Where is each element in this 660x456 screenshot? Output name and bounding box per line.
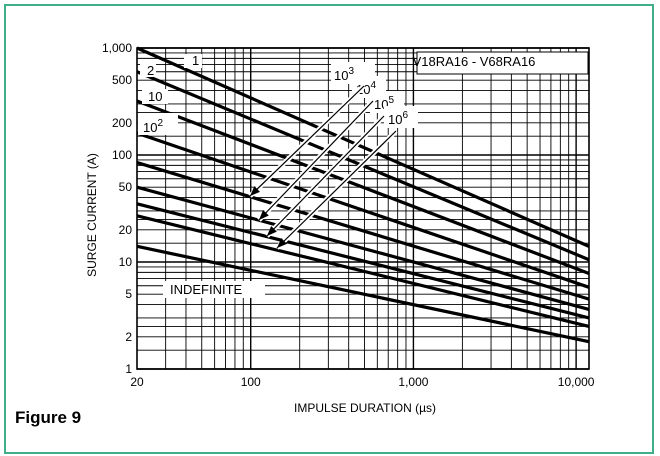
y-tick-label: 10: [119, 255, 133, 269]
curve-INDEFINITE: [136, 244, 590, 344]
curve-label: INDEFINITE: [170, 282, 243, 297]
y-tick-label: 1,000: [102, 41, 132, 55]
y-tick-label: 100: [112, 148, 132, 162]
y-tick-label: 50: [119, 180, 133, 194]
arrow-head: [267, 226, 277, 236]
x-tick-label: 10,000: [558, 375, 595, 389]
curve-10²: [136, 131, 590, 289]
arrow-head: [250, 186, 260, 196]
curve-label: 10: [148, 89, 162, 104]
y-axis-label: SURGE CURRENT (A): [85, 153, 99, 277]
plot-frame: [136, 47, 590, 370]
curve-label-bg: [140, 63, 156, 77]
x-tick-label: 20: [130, 375, 144, 389]
x-tick-label: 100: [241, 375, 261, 389]
curve-10: [136, 99, 590, 276]
curve-label-bg: [384, 106, 418, 128]
curve-label-bg: [138, 113, 178, 135]
curve-label-bg: [142, 89, 168, 104]
arrow-head: [259, 210, 269, 220]
arrow-line: [276, 130, 397, 249]
x-axis-label: IMPULSE DURATION (µs): [294, 401, 436, 415]
curves: [136, 46, 590, 344]
y-tick-label: 5: [125, 287, 132, 301]
curve-10⁶: [136, 214, 590, 328]
y-tick-label: 500: [112, 73, 132, 87]
arrow-line: [258, 100, 374, 221]
curve-label: 1: [192, 53, 199, 68]
y-tick-label: 2: [125, 330, 132, 344]
curve-1: [136, 46, 590, 248]
plot-border: [136, 47, 590, 370]
arrow-line: [249, 85, 365, 197]
x-tick-label: 1,000: [398, 375, 428, 389]
arrow-head: [277, 238, 287, 248]
y-tick-label: 20: [119, 223, 133, 237]
curve-label-bg: [184, 54, 202, 68]
curve-label: 2: [147, 63, 154, 78]
curve-10³: [136, 161, 590, 301]
curve-10⁴: [136, 185, 590, 312]
figure-caption: Figure 9: [15, 408, 82, 427]
chart-title: V18RA16 - V68RA16: [413, 54, 536, 69]
curve-labels: 1210102103104105106INDEFINITE: [138, 53, 418, 298]
curve-label-bg: [163, 281, 265, 298]
y-tick-label: 200: [112, 116, 132, 130]
arrow-line: [266, 115, 385, 237]
curve-10⁵: [136, 202, 590, 320]
y-tick-label: 1: [125, 362, 132, 376]
title-box: [416, 51, 589, 75]
